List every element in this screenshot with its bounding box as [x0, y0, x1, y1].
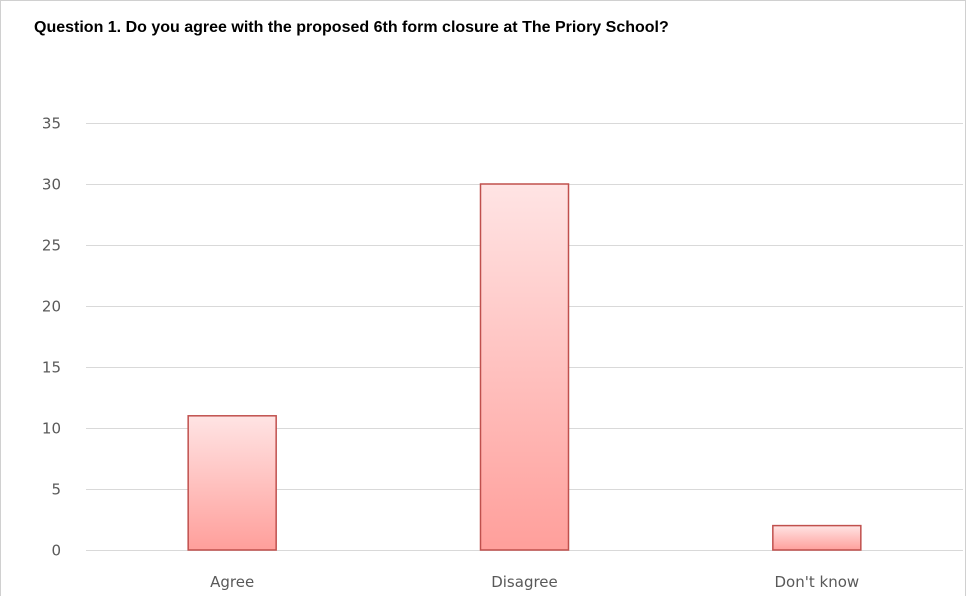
bar-disagree: [479, 183, 570, 551]
y-axis-ticks: 0 5 10 15 20 25 30 35: [42, 115, 61, 560]
y-tick-label: 30: [42, 176, 61, 194]
y-tick-label: 0: [51, 542, 61, 560]
x-tick-label: Don't know: [775, 573, 860, 591]
bar-don-t-know: [772, 524, 862, 551]
bars: [187, 183, 862, 551]
x-tick-label: Agree: [210, 573, 254, 591]
x-tick-label: Disagree: [491, 573, 558, 591]
y-tick-label: 5: [51, 481, 61, 499]
y-tick-label: 15: [42, 359, 61, 377]
chart-title: Question 1. Do you agree with the propos…: [34, 19, 669, 36]
y-tick-label: 20: [42, 298, 61, 316]
bar-agree: [187, 415, 277, 551]
y-tick-label: 25: [42, 237, 61, 255]
x-axis-ticks: Agree Disagree Don't know: [210, 573, 859, 591]
y-tick-label: 10: [42, 420, 61, 438]
y-tick-label: 35: [42, 115, 61, 133]
